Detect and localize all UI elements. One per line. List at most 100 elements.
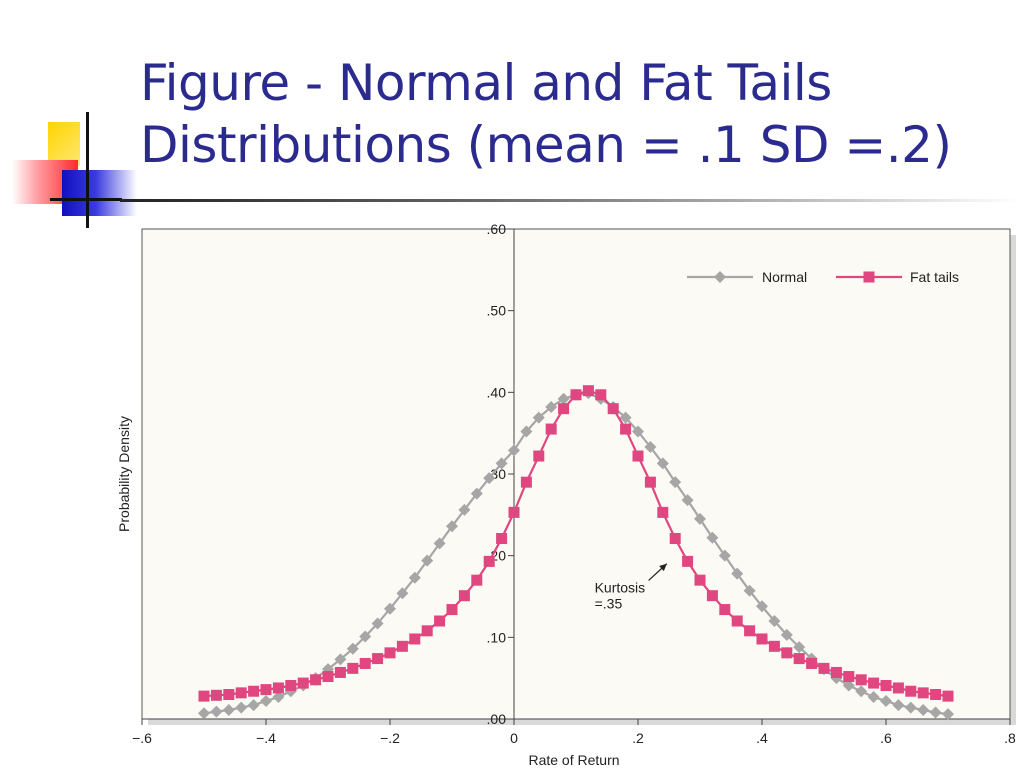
data-point — [619, 411, 632, 424]
x-tick-label: .2 — [632, 730, 644, 746]
data-point — [396, 640, 408, 652]
data-point — [421, 554, 434, 567]
data-point — [793, 653, 805, 665]
data-point — [421, 625, 433, 637]
data-point — [272, 682, 284, 694]
data-point — [223, 689, 235, 700]
data-point — [322, 671, 334, 683]
data-point — [248, 685, 260, 697]
annotation-arrowhead — [659, 563, 667, 572]
data-point — [756, 633, 768, 645]
data-point — [372, 653, 384, 665]
data-point — [210, 705, 223, 718]
data-point — [669, 533, 681, 545]
data-point — [409, 633, 421, 645]
data-point — [520, 425, 533, 438]
data-point — [718, 549, 731, 562]
data-point — [793, 641, 806, 654]
data-point — [198, 690, 210, 702]
legend: Normal Fat tails — [687, 269, 959, 285]
plot-area — [141, 228, 1011, 720]
data-point — [768, 640, 780, 652]
data-point — [495, 457, 508, 470]
data-point — [222, 704, 235, 717]
data-point — [632, 425, 644, 438]
data-point — [917, 687, 929, 699]
data-point — [929, 706, 942, 719]
y-tick-label: .60 — [487, 221, 507, 237]
data-point — [942, 708, 954, 721]
data-point — [471, 574, 483, 586]
data-point — [768, 615, 781, 627]
data-point — [607, 403, 619, 415]
y-tick-label: .50 — [487, 303, 507, 319]
data-point — [855, 685, 868, 698]
data-point — [310, 674, 322, 686]
annotation-text-2: =.35 — [595, 595, 623, 611]
data-point — [483, 555, 495, 567]
data-point — [247, 699, 260, 712]
legend-item: Normal — [687, 269, 807, 285]
data-point — [570, 389, 582, 401]
data-point — [780, 628, 793, 641]
y-tick-label: .40 — [487, 384, 507, 400]
annotation-text-1: Kurtosis — [595, 579, 646, 595]
data-point — [520, 476, 532, 488]
data-point — [806, 657, 818, 669]
data-point — [781, 647, 793, 659]
data-point — [334, 653, 347, 666]
data-point — [198, 707, 210, 720]
data-point — [446, 604, 458, 616]
y-tick-label: .10 — [487, 629, 507, 645]
vertical-line — [86, 112, 89, 228]
data-point — [942, 690, 954, 702]
data-point — [694, 512, 706, 525]
data-point — [867, 690, 880, 703]
legend-item: Fat tails — [836, 269, 959, 285]
legend-marker — [714, 271, 726, 283]
data-point — [458, 503, 471, 516]
x-axis-label: Rate of Return — [528, 752, 619, 768]
data-point — [681, 494, 694, 507]
blue-square — [62, 170, 137, 216]
data-point — [917, 704, 930, 717]
data-point — [892, 682, 904, 694]
kurtosis-annotation: Kurtosis=.35 — [595, 563, 668, 611]
corner-decoration — [0, 100, 140, 230]
data-point — [235, 687, 247, 699]
data-point — [545, 401, 558, 414]
y-axis-label: Probability Density — [116, 416, 132, 532]
data-point — [706, 590, 718, 602]
data-point — [496, 533, 508, 545]
data-point — [334, 666, 346, 678]
slide-title-line-1: Figure - Normal and Fat Tails — [140, 54, 832, 112]
legend-label: Normal — [762, 269, 807, 285]
data-point — [433, 537, 446, 550]
data-point — [620, 423, 632, 435]
data-point — [297, 677, 309, 689]
data-point — [656, 457, 669, 470]
data-point — [272, 690, 285, 703]
data-point — [868, 677, 880, 689]
data-point — [657, 506, 669, 518]
y-tick-label: .00 — [487, 711, 507, 727]
data-point — [359, 630, 372, 643]
data-point — [545, 423, 557, 435]
x-tick-label: .4 — [756, 730, 768, 746]
data-point — [346, 642, 359, 655]
data-point — [396, 587, 409, 600]
data-point — [508, 444, 520, 457]
data-point — [892, 699, 905, 712]
data-point — [260, 684, 272, 696]
data-point — [930, 689, 942, 700]
data-point — [557, 392, 570, 405]
data-point — [682, 555, 694, 567]
data-point — [508, 506, 520, 518]
data-point — [558, 403, 570, 415]
yellow-square — [48, 122, 80, 166]
data-point — [743, 584, 756, 597]
data-point — [880, 680, 892, 692]
data-point — [235, 701, 248, 714]
data-point — [285, 680, 297, 692]
